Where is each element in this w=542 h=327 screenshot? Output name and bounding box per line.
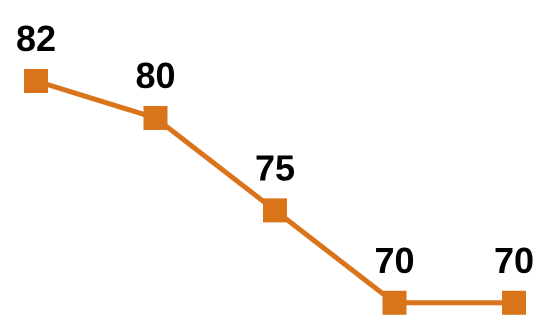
series-markers [24, 69, 526, 315]
line-segment-3 [272, 207, 397, 306]
data-label-2: 80 [135, 55, 175, 96]
data-point-1 [24, 69, 48, 93]
data-point-2 [143, 105, 168, 130]
data-point-4 [382, 290, 407, 315]
line-segment-1 [33, 78, 158, 121]
data-label-5: 70 [494, 240, 534, 281]
data-label-3: 75 [255, 147, 295, 188]
data-labels: 82 80 75 70 70 [16, 18, 534, 281]
series-lines [33, 78, 517, 306]
data-label-4: 70 [374, 240, 414, 281]
data-point-5 [502, 290, 526, 315]
line-segment-2 [153, 115, 278, 213]
data-point-3 [263, 198, 287, 223]
data-label-1: 82 [16, 18, 56, 59]
